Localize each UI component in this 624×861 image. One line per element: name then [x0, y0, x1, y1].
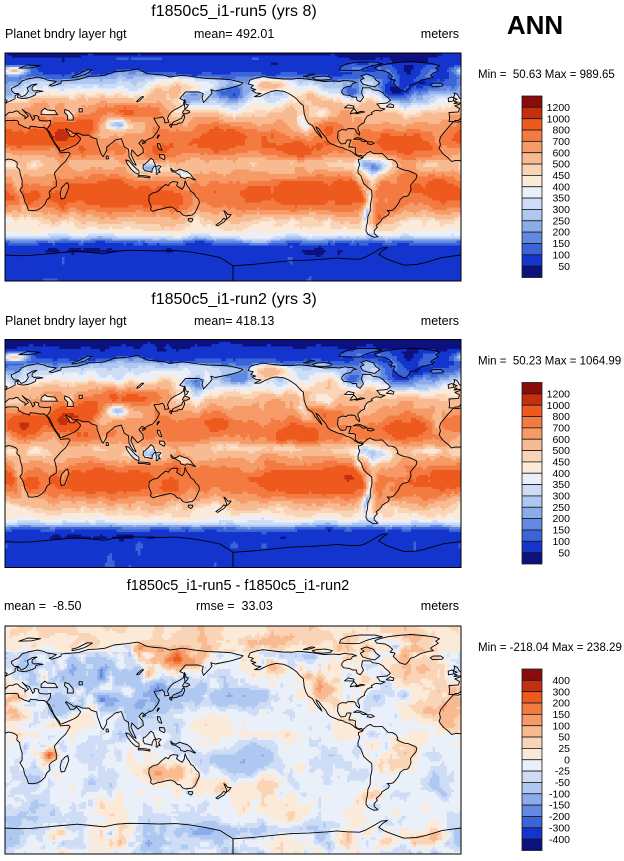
- svg-text:rmse = 33.03: rmse = 33.03: [196, 599, 273, 613]
- svg-text:500: 500: [552, 445, 570, 457]
- svg-text:250: 250: [552, 215, 570, 227]
- svg-text:50: 50: [558, 261, 570, 273]
- svg-text:400: 400: [552, 675, 570, 687]
- svg-text:700: 700: [552, 422, 570, 434]
- svg-text:-100: -100: [549, 788, 570, 800]
- svg-text:mean= 492.01: mean= 492.01: [194, 27, 274, 41]
- svg-text:400: 400: [552, 468, 570, 480]
- svg-text:Min = 50.23 Max = 1064.99: Min = 50.23 Max = 1064.99: [478, 356, 621, 368]
- svg-text:400: 400: [552, 181, 570, 193]
- svg-text:600: 600: [552, 434, 570, 446]
- svg-text:Min = -218.04 Max = 238.29: Min = -218.04 Max = 238.29: [478, 642, 622, 654]
- svg-text:350: 350: [552, 193, 570, 205]
- svg-text:-300: -300: [549, 822, 570, 834]
- svg-text:1200: 1200: [547, 102, 571, 114]
- svg-text:800: 800: [552, 125, 570, 137]
- svg-text:-150: -150: [549, 800, 570, 812]
- svg-text:200: 200: [552, 513, 570, 525]
- svg-text:1000: 1000: [547, 113, 571, 125]
- svg-text:600: 600: [552, 147, 570, 159]
- svg-text:450: 450: [552, 170, 570, 182]
- svg-text:-200: -200: [549, 811, 570, 823]
- svg-text:500: 500: [552, 159, 570, 171]
- svg-text:800: 800: [552, 411, 570, 423]
- svg-text:25: 25: [558, 743, 570, 755]
- svg-text:meters: meters: [421, 599, 459, 613]
- svg-text:-400: -400: [549, 834, 570, 846]
- svg-text:meters: meters: [421, 27, 459, 41]
- svg-text:1000: 1000: [547, 400, 571, 412]
- svg-text:200: 200: [552, 698, 570, 710]
- svg-text:mean= 418.13: mean= 418.13: [194, 314, 274, 328]
- svg-text:250: 250: [552, 502, 570, 514]
- svg-text:150: 150: [552, 709, 570, 721]
- svg-text:700: 700: [552, 136, 570, 148]
- svg-text:-25: -25: [555, 766, 570, 778]
- svg-text:300: 300: [552, 686, 570, 698]
- svg-text:-50: -50: [555, 777, 570, 789]
- svg-text:Planet bndry layer hgt: Planet bndry layer hgt: [5, 314, 127, 328]
- svg-text:f1850c5_i1-run5 - f1850c5_i1-r: f1850c5_i1-run5 - f1850c5_i1-run2: [127, 578, 349, 594]
- svg-text:300: 300: [552, 491, 570, 503]
- svg-text:100: 100: [552, 720, 570, 732]
- svg-text:1200: 1200: [547, 388, 571, 400]
- svg-text:450: 450: [552, 457, 570, 469]
- svg-text:200: 200: [552, 227, 570, 239]
- svg-text:350: 350: [552, 479, 570, 491]
- svg-text:0: 0: [564, 754, 570, 766]
- svg-text:100: 100: [552, 249, 570, 261]
- svg-text:150: 150: [552, 238, 570, 250]
- svg-text:f1850c5_i1-run2 (yrs 3): f1850c5_i1-run2 (yrs 3): [151, 291, 316, 308]
- svg-text:Min = 50.63 Max = 989.65: Min = 50.63 Max = 989.65: [478, 69, 615, 81]
- svg-text:Planet bndry layer hgt: Planet bndry layer hgt: [5, 27, 127, 41]
- svg-text:150: 150: [552, 525, 570, 537]
- svg-text:300: 300: [552, 204, 570, 216]
- svg-text:50: 50: [558, 732, 570, 744]
- svg-text:100: 100: [552, 536, 570, 548]
- svg-text:50: 50: [558, 547, 570, 559]
- svg-text:f1850c5_i1-run5 (yrs 8): f1850c5_i1-run5 (yrs 8): [151, 3, 316, 20]
- svg-text:ANN: ANN: [507, 10, 563, 40]
- svg-text:meters: meters: [421, 314, 459, 328]
- svg-text:mean = -8.50: mean = -8.50: [4, 599, 82, 613]
